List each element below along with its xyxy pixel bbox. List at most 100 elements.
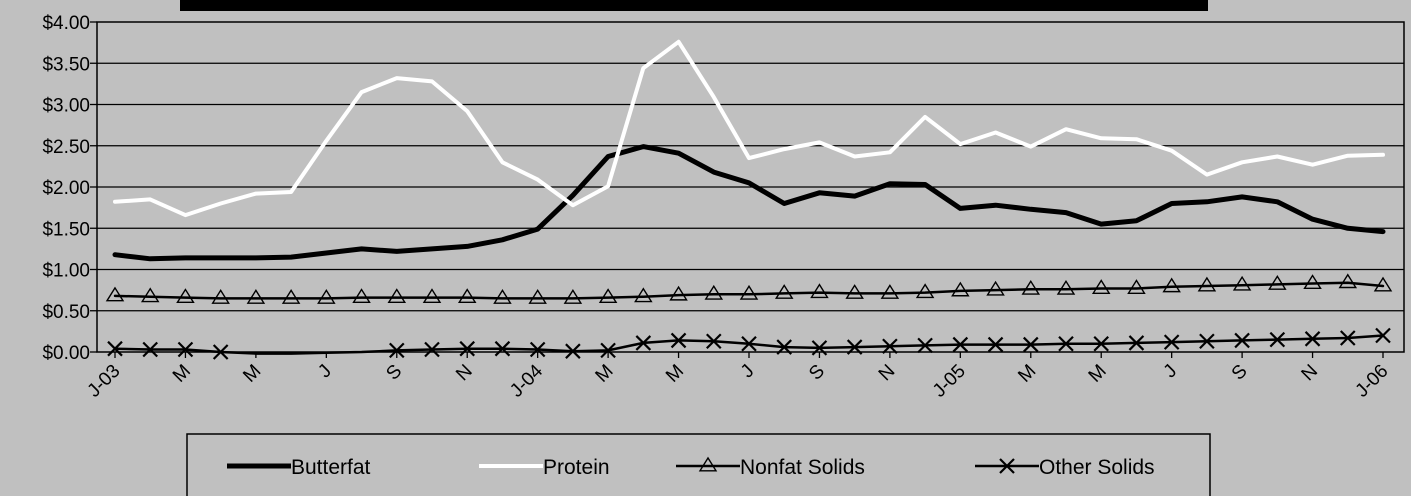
series-line-butterfat <box>112 144 1386 262</box>
triangle-marker <box>176 288 195 304</box>
triangle-marker <box>739 284 759 300</box>
legend-label: Butterfat <box>291 456 371 479</box>
x-marker <box>1093 335 1109 352</box>
triangle-marker <box>422 288 442 304</box>
legend: Butterfat Protein Nonfat Solids Other Solid… <box>186 433 1211 496</box>
x-marker <box>107 340 123 357</box>
x-marker <box>1199 333 1215 350</box>
y-tick-label: $3.00 <box>42 96 90 117</box>
triangle-marker <box>140 287 160 303</box>
y-tick-label: $2.00 <box>42 178 90 199</box>
triangle-marker <box>493 289 512 304</box>
triangle-marker <box>774 284 794 299</box>
x-marker <box>670 332 687 349</box>
x-marker <box>424 341 440 358</box>
x-marker <box>494 340 511 357</box>
x-marker <box>565 343 581 359</box>
triangle-marker <box>317 289 336 304</box>
x-marker <box>952 336 969 353</box>
triangle-marker <box>1127 279 1146 294</box>
triangle-marker <box>845 284 864 299</box>
x-marker <box>1234 332 1250 349</box>
y-tick-label: $4.00 <box>42 13 90 34</box>
triangle-marker <box>1197 276 1217 292</box>
triangle-marker <box>457 288 477 304</box>
series-nonfat-solids <box>105 273 1393 304</box>
triangle-marker <box>281 289 301 304</box>
legend-entry-other-solids: Other Solids <box>975 456 1155 479</box>
x-marker <box>1375 327 1391 344</box>
triangle-marker <box>704 284 724 300</box>
triangle-marker <box>880 284 900 299</box>
y-tick-label: $2.50 <box>42 137 90 158</box>
x-marker <box>600 342 616 359</box>
triangle-marker <box>810 283 829 299</box>
x-marker <box>917 337 933 354</box>
x-marker <box>811 340 828 356</box>
triangle-marker <box>563 289 583 304</box>
series-line-protein <box>113 39 1385 218</box>
x-marker <box>1163 334 1180 350</box>
x-marker <box>212 344 229 360</box>
y-tick-label: $0.50 <box>42 302 90 323</box>
y-axis: $0.00 $0.50 $1.00 $1.50 $2.00 $2.50 $3.00 $3.50… <box>42 13 97 364</box>
triangle-marker <box>1338 273 1358 289</box>
x-marker <box>882 338 898 355</box>
triangle-marker <box>1021 279 1041 295</box>
series-layer <box>105 39 1393 360</box>
legend-label: Other Solids <box>1039 456 1155 479</box>
series-protein <box>113 39 1385 218</box>
triangle-marker <box>246 289 266 304</box>
triangle-marker <box>352 288 371 304</box>
legend-entry-butterfat: Butterfat <box>227 456 371 479</box>
x-marker <box>635 335 652 351</box>
triangle-marker <box>1303 274 1322 290</box>
x-marker <box>741 335 757 352</box>
triangle-marker <box>1268 275 1287 290</box>
x-marker <box>846 339 863 355</box>
triangle-marker <box>528 289 547 304</box>
x-marker <box>776 339 793 355</box>
triangle-marker <box>1091 279 1111 294</box>
x-marker <box>987 336 1004 353</box>
triangle-marker <box>1373 276 1393 292</box>
x-marker <box>999 458 1015 474</box>
triangle-marker <box>1232 275 1252 291</box>
triangle-marker <box>211 289 230 304</box>
legend-label: Nonfat Solids <box>740 456 865 479</box>
y-tick-label: $1.50 <box>42 219 90 240</box>
y-tick-label: $1.00 <box>42 261 90 282</box>
y-tick-label: $0.00 <box>42 343 90 364</box>
x-marker <box>1269 331 1286 348</box>
triangle-marker <box>915 283 935 299</box>
series-other-solids <box>107 327 1391 360</box>
x-marker <box>529 341 546 358</box>
legend-entry-nonfat-solids: Nonfat Solids <box>676 456 865 479</box>
triangle-marker <box>1056 279 1076 295</box>
legend-label: Protein <box>543 456 610 479</box>
x-marker <box>388 342 405 359</box>
x-marker <box>177 341 194 358</box>
triangle-marker <box>387 288 407 304</box>
x-marker <box>1058 335 1074 352</box>
triangle-marker <box>1162 277 1181 293</box>
grid <box>97 62 1404 312</box>
series-line-nonfat-solids <box>113 281 1385 300</box>
triangle-marker <box>105 286 125 302</box>
triangle-marker <box>698 456 718 472</box>
triangle-marker <box>986 280 1005 296</box>
y-tick-label: $3.50 <box>42 54 90 75</box>
triangle-marker <box>951 281 970 297</box>
triangle-marker <box>634 287 653 303</box>
title-bar <box>180 0 1208 11</box>
legend-entry-protein: Protein <box>479 456 610 479</box>
x-marker <box>705 333 722 350</box>
triangle-marker <box>598 288 618 304</box>
x-marker <box>1128 335 1145 351</box>
x-marker <box>1022 336 1039 353</box>
x-marker <box>459 340 476 357</box>
series-butterfat <box>112 144 1386 262</box>
x-marker <box>1304 331 1321 347</box>
triangle-marker <box>669 285 688 301</box>
